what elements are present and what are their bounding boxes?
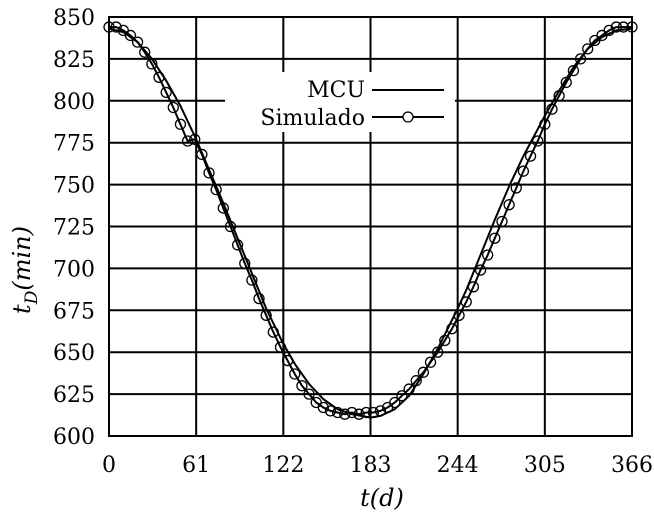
data-point-simulado — [367, 406, 380, 419]
data-point-simulado — [267, 326, 279, 338]
data-point-simulado — [524, 150, 537, 162]
data-point-simulado — [446, 323, 458, 335]
x-tick-label: 61 — [182, 453, 210, 478]
y-tick-label: 725 — [53, 216, 95, 241]
data-point-simulado — [546, 103, 558, 115]
data-point-simulado — [260, 309, 272, 321]
y-tick-label: 675 — [53, 299, 95, 324]
data-point-simulado — [496, 215, 508, 228]
data-point-simulado — [317, 401, 329, 414]
data-point-simulado — [467, 281, 480, 293]
data-point-simulado — [110, 21, 122, 33]
data-point-simulado — [374, 405, 387, 417]
data-point-simulado — [346, 406, 358, 419]
data-point-simulado — [124, 29, 137, 42]
data-point-simulado — [303, 388, 315, 400]
data-point-simulado — [474, 264, 487, 276]
x-tick-label: 305 — [524, 453, 566, 478]
series-layer — [103, 21, 638, 420]
x-tick-labels: 0 61 122 183 244 305 366 — [102, 453, 653, 478]
data-point-simulado — [453, 309, 465, 321]
data-point-simulado — [289, 368, 301, 380]
data-point-simulado — [331, 406, 344, 419]
data-point-simulado — [324, 405, 337, 417]
data-point-simulado — [482, 249, 494, 261]
data-point-simulado — [396, 390, 408, 402]
data-point-simulado — [510, 182, 522, 194]
data-point-simulado — [281, 354, 294, 367]
data-point-simulado — [517, 165, 530, 177]
x-tick-label: 183 — [350, 453, 392, 478]
y-tick-label: 700 — [53, 257, 95, 282]
x-tick-label: 366 — [611, 453, 653, 478]
data-point-simulado — [210, 183, 222, 196]
data-point-simulado — [224, 220, 237, 233]
data-point-simulado — [296, 380, 308, 392]
data-point-simulado — [417, 366, 430, 378]
data-point-simulado — [174, 118, 187, 130]
data-point-simulado — [439, 334, 451, 347]
data-point-simulado — [167, 101, 179, 114]
data-point-simulado — [424, 356, 437, 368]
data-point-simulado — [489, 232, 501, 244]
y-tick-label: 825 — [53, 48, 95, 73]
data-point-simulado — [582, 43, 594, 55]
legend-label-simulado: Simulado — [260, 106, 365, 131]
data-point-simulado — [239, 257, 251, 270]
data-point-simulado — [131, 36, 144, 48]
data-point-simulado — [574, 53, 587, 65]
data-point-simulado — [196, 148, 208, 161]
y-tick-label: 800 — [53, 90, 95, 115]
data-point-simulado — [217, 202, 229, 214]
data-point-simulado — [403, 383, 415, 395]
y-tick-label: 625 — [53, 383, 95, 408]
x-tick-label: 122 — [262, 453, 304, 478]
data-point-simulado — [339, 408, 351, 420]
data-point-simulado — [360, 406, 372, 419]
data-point-simulado — [410, 375, 422, 387]
legend-background — [225, 72, 455, 132]
data-point-simulado — [146, 58, 158, 70]
series-line-mcu — [108, 27, 633, 419]
y-tick-label: 650 — [53, 341, 95, 366]
y-tick-labels: 600 625 650 675 700 725 750 775 800 825 850 — [53, 6, 95, 450]
legend-marker-simulado — [402, 111, 414, 123]
data-point-simulado — [560, 76, 572, 89]
data-point-simulado — [246, 274, 258, 286]
data-point-simulado — [153, 71, 165, 83]
data-point-simulado — [567, 64, 580, 77]
data-point-simulado — [503, 199, 515, 211]
data-point-simulado — [610, 21, 622, 33]
data-point-simulado — [603, 24, 615, 37]
data-point-simulado — [160, 86, 172, 99]
y-tick-label: 750 — [53, 174, 95, 199]
data-point-simulado — [189, 133, 201, 145]
data-point-simulado — [460, 296, 472, 308]
y-tick-label: 775 — [53, 132, 95, 157]
legend-label-mcu: MCU — [307, 78, 365, 103]
data-point-simulado — [389, 396, 401, 409]
y-tick-label: 600 — [53, 425, 95, 450]
y-tick-label: 850 — [53, 6, 95, 31]
x-axis-label: t(d) — [360, 484, 404, 512]
data-point-simulado — [539, 118, 551, 130]
data-point-simulado — [617, 21, 630, 33]
series-line-simulado — [109, 26, 632, 416]
data-point-simulado — [532, 135, 544, 147]
data-point-simulado — [274, 341, 287, 353]
data-point-simulado — [231, 239, 244, 251]
data-point-simulado — [203, 167, 215, 179]
data-point-simulado — [353, 408, 365, 420]
data-point-simulado — [553, 90, 565, 102]
plot-frame — [108, 16, 633, 437]
y-axis-label: tD(min) — [8, 226, 42, 314]
x-tick-label: 244 — [437, 453, 479, 478]
data-point-simulado — [432, 346, 444, 358]
legend: MCU Simulado — [225, 72, 455, 132]
data-point-simulado — [253, 292, 265, 305]
data-point-simulado — [139, 46, 151, 58]
x-tick-label: 0 — [102, 453, 116, 478]
data-point-simulado — [181, 135, 194, 147]
